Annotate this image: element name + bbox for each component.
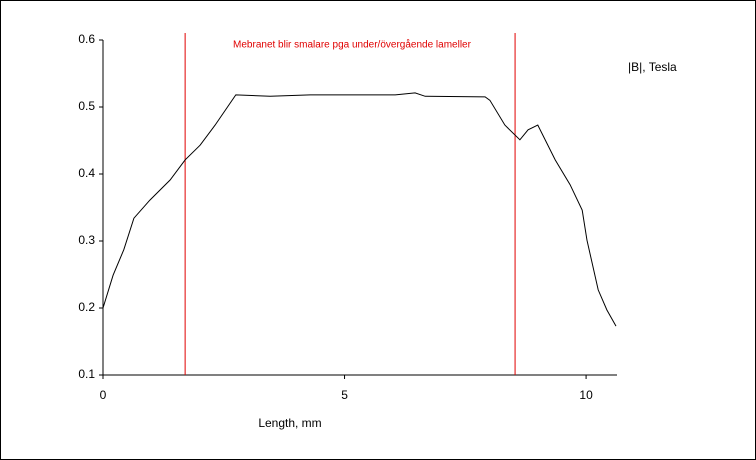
x-tick-label: 0 xyxy=(100,388,107,402)
annotation: Mebranet blir smalare pga under/övergåen… xyxy=(233,39,472,51)
x-tick-label: 5 xyxy=(341,388,348,402)
legend-entry: |B|, Tesla xyxy=(628,60,677,74)
y-tick-label: 0.5 xyxy=(78,99,95,113)
data-line xyxy=(102,92,617,327)
y-tick-label: 0.2 xyxy=(78,300,95,314)
x-tick-label: 10 xyxy=(579,388,593,402)
x-axis-label: Length, mm xyxy=(258,416,321,430)
y-tick-label: 0.6 xyxy=(78,32,95,46)
y-tick-label: 0.4 xyxy=(78,166,95,180)
y-tick-label: 0.3 xyxy=(78,233,95,247)
y-tick-label: 0.1 xyxy=(78,367,95,381)
